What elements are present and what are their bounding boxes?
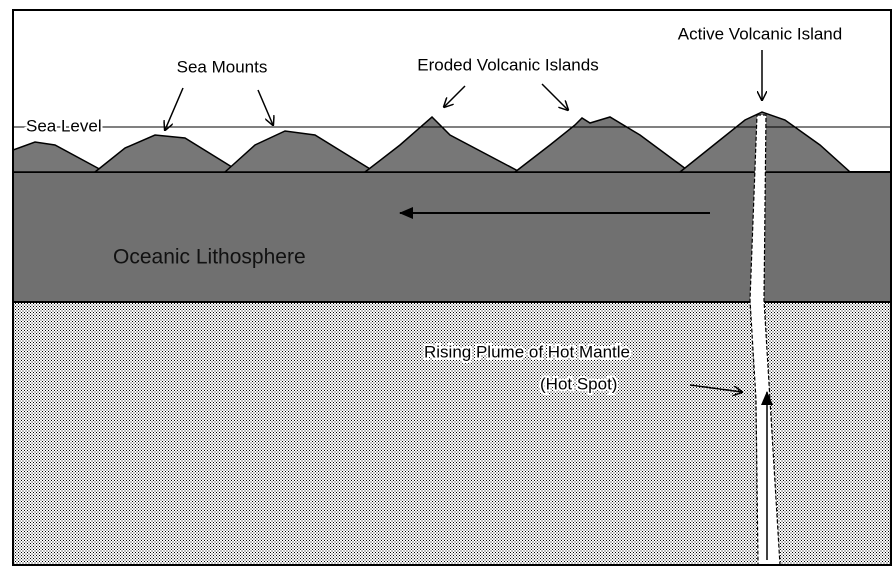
pointer-arrows xyxy=(165,50,762,392)
label: Rising Plume of Hot Mantle xyxy=(424,342,630,361)
drawing xyxy=(12,9,892,566)
mantle xyxy=(13,302,891,565)
label: Sea Mounts xyxy=(177,57,268,76)
volcanoes xyxy=(12,111,852,173)
label: Active Volcanic Island xyxy=(678,24,842,43)
label: Oceanic Lithosphere xyxy=(113,246,306,269)
lithosphere xyxy=(13,172,891,302)
label: Sea Level xyxy=(26,116,102,135)
label: Eroded Volcanic Islands xyxy=(417,55,598,74)
label: (Hot Spot) xyxy=(540,374,617,393)
